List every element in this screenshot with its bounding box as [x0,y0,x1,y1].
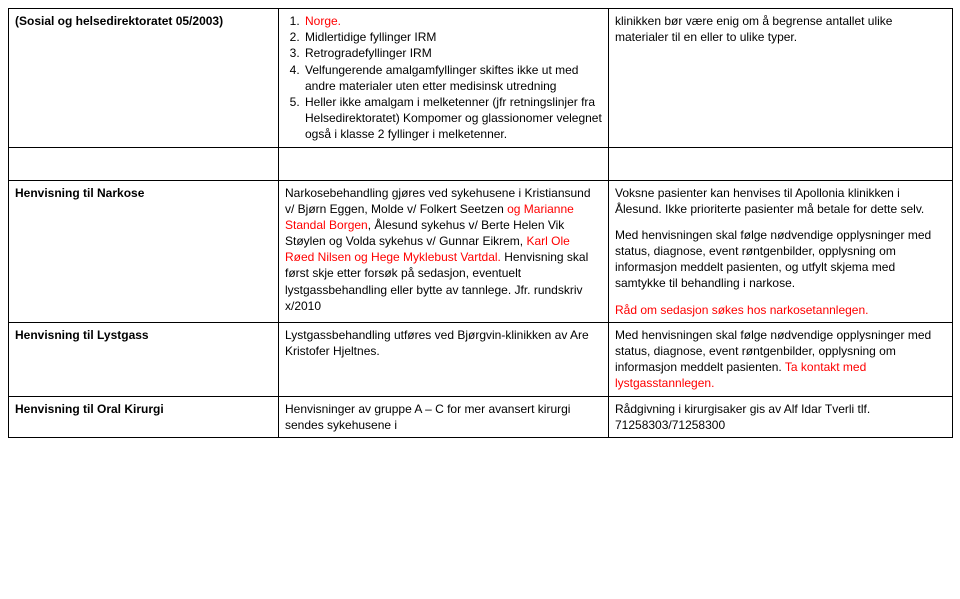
row4-mid: Henvisninger av gruppe A – C for mer ava… [285,402,570,432]
row2-mid: Narkosebehandling gjøres ved sykehusene … [279,180,609,322]
row1-right: klinikken bør være enig om å begrense an… [615,14,892,44]
row4-left: Henvisning til Oral Kirurgi [15,402,164,416]
row1-item3: Retrogradefyllinger IRM [305,46,432,60]
row2-right-p3: Råd om sedasjon søkes hos narkosetannleg… [615,302,946,318]
row1-item2: Midlertidige fyllinger IRM [305,30,436,44]
row2-right-p1: Voksne pasienter kan henvises til Apollo… [615,185,946,217]
row2-right-p2: Med henvisningen skal følge nødvendige o… [615,227,946,292]
row3-right-part1: Med henvisningen skal følge nødvendige o… [615,328,931,374]
row4-right: Rådgivning i kirurgisaker gis av Alf Ida… [615,402,870,432]
row2-left: Henvisning til Narkose [15,186,144,200]
row3-mid: Lystgassbehandling utføres ved Bjørgvin-… [285,328,589,358]
table-row: Henvisning til Lystgass Lystgassbehandli… [9,322,953,396]
row1-mid: Norge. Midlertidige fyllinger IRM Retrog… [279,9,609,148]
row3-left: Henvisning til Lystgass [15,328,149,342]
table-row: (Sosial og helsedirektoratet 05/2003) No… [9,9,953,148]
table-row: Henvisning til Oral Kirurgi Henvisninger… [9,396,953,437]
row1-item5: Heller ikke amalgam i melketenner (jfr r… [305,95,602,141]
row3-right: Med henvisningen skal følge nødvendige o… [609,322,953,396]
table-row: Henvisning til Narkose Narkosebehandling… [9,180,953,322]
row1-item1-red: Norge. [305,14,341,28]
row1-left: (Sosial og helsedirektoratet 05/2003) [15,14,223,28]
row2-right: Voksne pasienter kan henvises til Apollo… [609,180,953,322]
row1-item4: Velfungerende amalgamfyllinger skiftes i… [305,63,578,93]
document-table: (Sosial og helsedirektoratet 05/2003) No… [8,8,953,438]
spacer-row [9,147,953,180]
